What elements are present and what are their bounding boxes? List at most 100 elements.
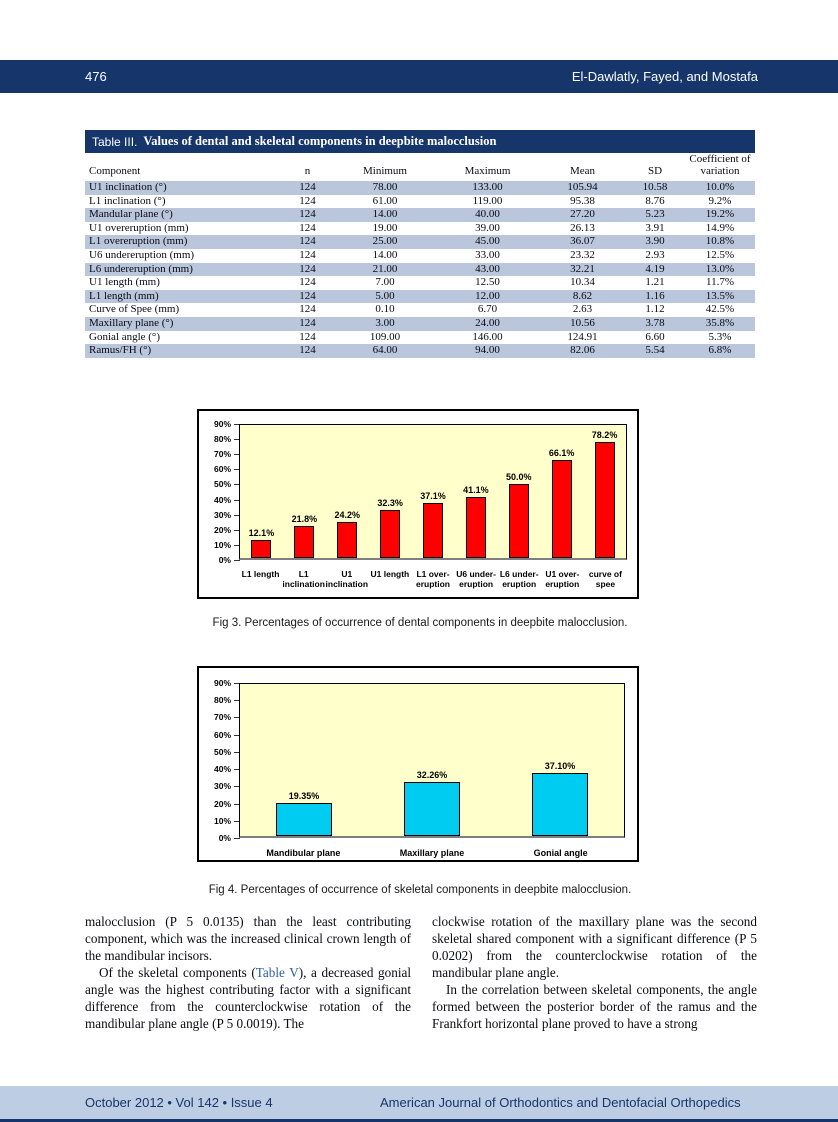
value-cell: 24.00 bbox=[435, 316, 540, 331]
value-cell: 0.10 bbox=[375, 303, 395, 316]
table-row: Ramus/FH (°) 124 64.00 94.00 82.06 5.54 6.8% bbox=[85, 344, 755, 358]
value-cell: 10.0% bbox=[685, 181, 755, 195]
body-column-right: clockwise rotation of the maxillary plan… bbox=[432, 913, 757, 1032]
bar bbox=[532, 773, 588, 836]
value-cell: 124 bbox=[299, 248, 316, 261]
table-column-header: Component bbox=[89, 165, 141, 177]
bar-value-label: 32.3% bbox=[377, 498, 403, 509]
value-cell: 21.00 bbox=[335, 262, 435, 277]
y-axis-tick-label: 60% bbox=[213, 729, 241, 740]
page-number: 476 bbox=[85, 69, 107, 84]
value-cell: 3.00 bbox=[335, 316, 435, 331]
table-title-bar: Table III. Values of dental and skeletal… bbox=[85, 130, 755, 153]
component-cell: Curve of Spee (mm) bbox=[89, 303, 180, 316]
value-cell: 78.00 bbox=[335, 181, 435, 195]
component-cell: Mandular plane (°) bbox=[85, 208, 280, 222]
bar bbox=[423, 503, 443, 558]
value-cell: 10.56 bbox=[540, 316, 625, 331]
y-axis-tick-label: 0% bbox=[218, 833, 241, 843]
value-cell: 124 bbox=[299, 221, 316, 234]
bar-column: 37.10% bbox=[496, 684, 624, 836]
fig4-chart: 90% 80% 70% 60% 50% 40% 30% 20% 10% 0% 19.35% 32.2… bbox=[197, 666, 639, 862]
value-cell: 4.19 bbox=[625, 262, 685, 277]
component-cell: L1 overeruption (mm) bbox=[85, 235, 280, 249]
bar bbox=[594, 442, 615, 558]
bar bbox=[276, 803, 332, 836]
bar-column: 37.1% bbox=[412, 425, 455, 558]
footer-journal-name: American Journal of Orthodontics and Den… bbox=[380, 1095, 741, 1110]
paragraph-text: malocclusion (P 5 0.0135) than the least… bbox=[85, 914, 411, 963]
fig4-plot-area: 19.35% 32.26% 37.10% bbox=[239, 683, 625, 838]
table-column-header: Maximum bbox=[464, 165, 511, 177]
value-cell: 5.00 bbox=[335, 289, 435, 304]
value-cell: 7.00 bbox=[375, 276, 395, 289]
value-cell: 94.00 bbox=[435, 344, 540, 358]
bar-value-label: 12.1% bbox=[248, 528, 275, 539]
value-cell: 23.32 bbox=[570, 248, 595, 261]
bar bbox=[380, 510, 401, 558]
table-row: L1 overeruption (mm) 124 25.00 45.00 36.07 3.… bbox=[85, 235, 755, 249]
value-cell: 8.62 bbox=[540, 289, 625, 304]
y-axis-tick-label: 40% bbox=[213, 494, 241, 505]
fig4-y-axis: 90% 80% 70% 60% 50% 40% 30% 20% 10% 0% bbox=[199, 678, 241, 843]
bar-value-label: 66.1% bbox=[548, 448, 575, 459]
bar-value-label: 24.2% bbox=[334, 510, 360, 521]
footer-stripe bbox=[0, 1119, 838, 1122]
value-cell: 32.21 bbox=[540, 262, 625, 277]
footer-issue-info: October 2012 • Vol 142 • Issue 4 bbox=[85, 1095, 273, 1110]
running-head-authors: El-Dawlatly, Fayed, and Mostafa bbox=[571, 69, 758, 84]
bar-column: 21.8% bbox=[283, 425, 326, 558]
value-cell: 14.00 bbox=[372, 248, 398, 261]
value-cell: 124.91 bbox=[567, 330, 598, 343]
value-cell: 3.78 bbox=[625, 316, 685, 331]
value-cell: 45.00 bbox=[435, 235, 540, 249]
bar-value-label: 50.0% bbox=[506, 472, 532, 483]
x-axis-category-label: U1 length bbox=[370, 569, 410, 579]
components-table: Component n Minimum Maximum Mean SD Coefficien… bbox=[85, 153, 755, 358]
bar-column: 78.2% bbox=[583, 425, 626, 558]
table-v-link[interactable]: Table V bbox=[255, 965, 299, 980]
component-cell: L1 inclination (°) bbox=[89, 194, 166, 207]
fig3-y-axis: 90% 80% 70% 60% 50% 40% 30% 20% 10% 0% bbox=[199, 419, 241, 565]
value-cell: 6.8% bbox=[685, 344, 755, 358]
y-axis-tick-label: 30% bbox=[213, 781, 241, 792]
value-cell: 33.00 bbox=[475, 248, 500, 261]
value-cell: 3.91 bbox=[645, 221, 665, 234]
component-cell: L6 undereruption (mm) bbox=[85, 262, 280, 277]
table-row: L1 inclination (°) 124 61.00 119.00 95.38 8.7… bbox=[85, 195, 755, 209]
table-row: U1 inclination (°) 124 78.00 133.00 105.94 10… bbox=[85, 181, 755, 195]
bar-column: 32.3% bbox=[369, 425, 412, 558]
fig4-caption: Fig 4. Percentages of occurrence of skel… bbox=[208, 884, 632, 896]
value-cell: 133.00 bbox=[435, 181, 540, 195]
fig3-bars: 12.1% 21.8% 24.2% 32.3% 37.1% 41.1% 50.0% 66.1%… bbox=[240, 425, 626, 558]
value-cell: 9.2% bbox=[708, 194, 732, 207]
bar-column: 66.1% bbox=[540, 425, 583, 558]
value-cell: 124 bbox=[299, 194, 316, 207]
value-cell: 124 bbox=[299, 276, 316, 289]
bar-column: 32.26% bbox=[368, 684, 496, 836]
value-cell: 26.13 bbox=[570, 221, 595, 234]
value-cell: 8.76 bbox=[645, 194, 665, 207]
table-column-header: SD bbox=[647, 165, 663, 177]
y-axis-tick-label: 80% bbox=[213, 695, 241, 706]
value-cell: 95.38 bbox=[570, 194, 595, 207]
x-axis-category-label: L1 over-eruption bbox=[415, 569, 450, 589]
table-number-label: Table III. bbox=[92, 134, 138, 149]
y-axis-tick-label: 10% bbox=[213, 539, 241, 550]
table-column-header: Mean bbox=[569, 165, 596, 177]
running-header: 476 El-Dawlatly, Fayed, and Mostafa bbox=[0, 60, 838, 93]
paragraph: malocclusion (P 5 0.0135) than the least… bbox=[85, 913, 411, 964]
bar-value-label: 21.8% bbox=[291, 513, 318, 524]
bar-value-label: 41.1% bbox=[463, 485, 489, 496]
paragraph-text: In the correlation between skeletal comp… bbox=[432, 982, 757, 1031]
value-cell: 146.00 bbox=[472, 330, 503, 343]
x-axis-category-label: Mandibular plane bbox=[266, 848, 341, 858]
value-cell: 1.16 bbox=[625, 289, 685, 304]
y-axis-tick-label: 20% bbox=[213, 798, 241, 809]
value-cell: 14.00 bbox=[335, 208, 435, 222]
value-cell: 124 bbox=[299, 303, 316, 316]
value-cell: 2.63 bbox=[572, 303, 593, 316]
component-cell: Gonial angle (°) bbox=[89, 330, 160, 343]
value-cell: 19.2% bbox=[685, 208, 755, 222]
